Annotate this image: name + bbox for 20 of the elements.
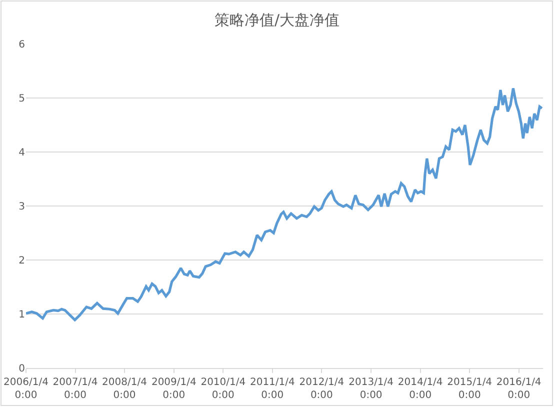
x-tick-label: 2012/1/4 0:00 bbox=[299, 377, 344, 401]
y-tick-label: 4 bbox=[18, 148, 25, 158]
x-tick-label: 2009/1/4 0:00 bbox=[151, 377, 196, 401]
x-tick-label: 2013/1/4 0:00 bbox=[348, 377, 394, 401]
y-tick-label: 3 bbox=[18, 202, 25, 212]
x-tick-label: 2014/1/4 0:00 bbox=[398, 377, 443, 401]
y-tick-label: 6 bbox=[18, 40, 25, 50]
x-tick-label: 2010/1/4 0:00 bbox=[200, 377, 246, 401]
x-tick-label: 2007/1/4 0:00 bbox=[52, 377, 98, 401]
y-tick-label: 0 bbox=[18, 364, 25, 374]
x-tick-label: 2008/1/4 0:00 bbox=[102, 377, 147, 401]
x-tick-label: 2015/1/4 0:00 bbox=[447, 377, 492, 401]
y-tick-label: 2 bbox=[18, 256, 25, 266]
y-tick-label: 5 bbox=[18, 94, 25, 104]
x-tick-label: 2006/1/4 0:00 bbox=[4, 377, 48, 401]
x-tick-label: 2011/1/4 0:00 bbox=[250, 377, 295, 401]
chart-title: 策略净值/大盘净值 bbox=[214, 10, 340, 29]
y-tick-label: 1 bbox=[18, 310, 25, 320]
line-series bbox=[26, 86, 543, 322]
x-tick-label: 2016/1/4 0:00 bbox=[496, 377, 542, 401]
